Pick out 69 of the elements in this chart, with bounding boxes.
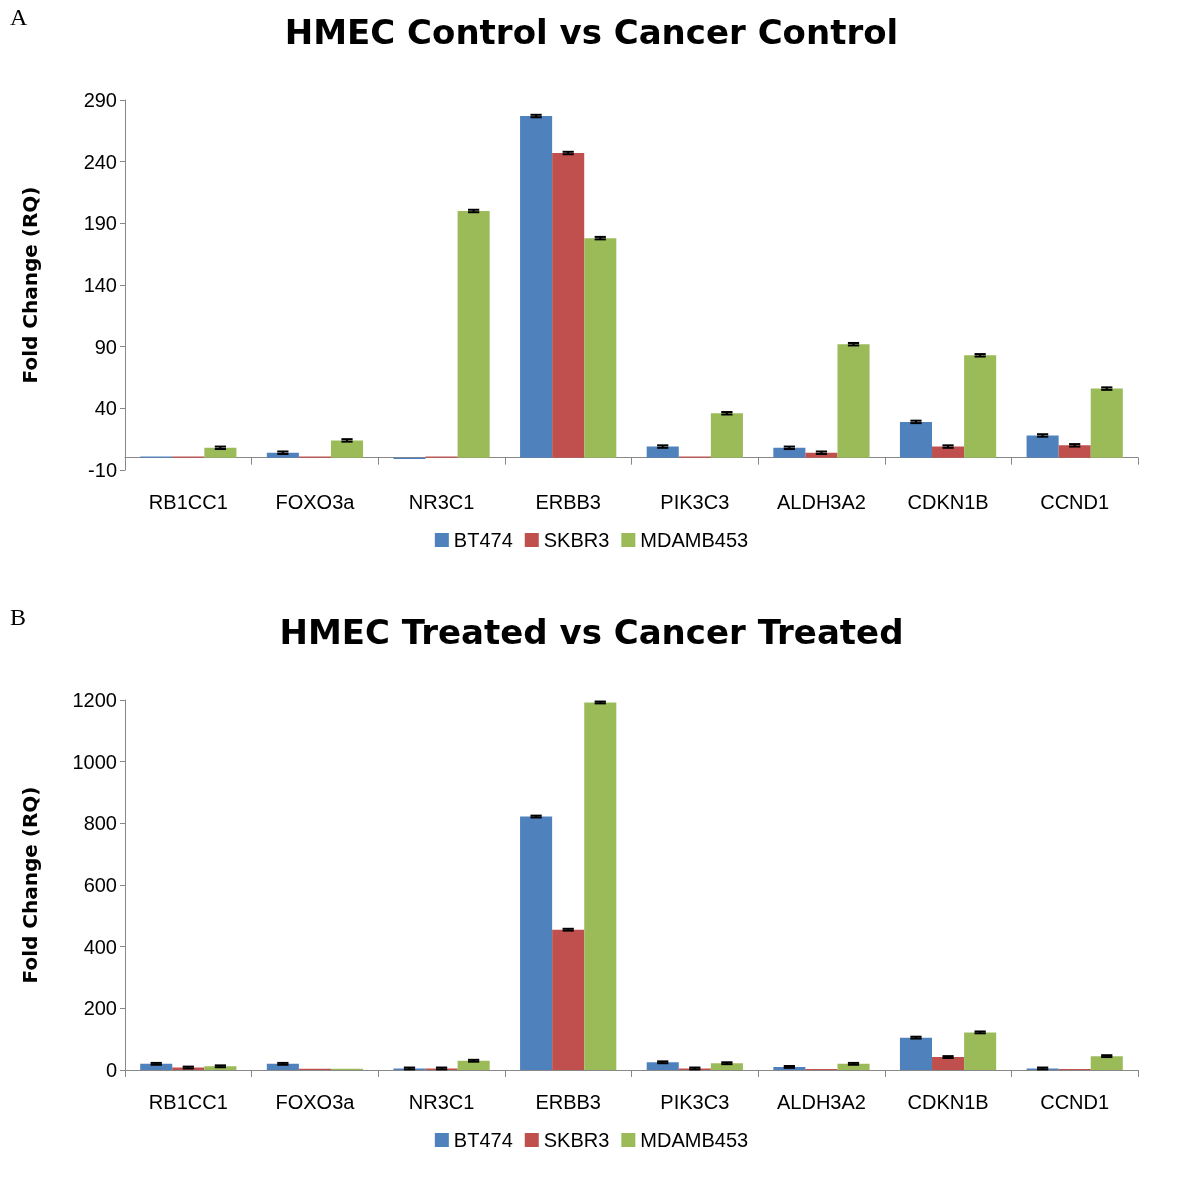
y-tick-label: 400 [83,935,117,958]
bar [899,1037,933,1070]
bar [932,1057,965,1070]
bar [646,446,679,458]
bar [899,421,933,458]
chart-title: HMEC Treated vs Cancer Treated [279,612,904,652]
legend-label: SKBR3 [543,529,610,551]
chart-title: HMEC Control vs Cancer Control [284,12,899,52]
x-tick-label: NR3C1 [408,1091,475,1113]
bar [1090,388,1123,458]
bar [552,929,585,1070]
bar [837,1063,870,1070]
bar [710,413,743,458]
bar [1090,1056,1123,1070]
x-tick-label: ALDH3A2 [776,491,866,513]
x-tick-label: ERBB3 [535,1091,601,1113]
legend-label: BT474 [453,1129,513,1151]
bar [584,702,617,1070]
x-tick-label: PIK3C3 [660,491,730,513]
bar [964,355,997,458]
x-tick-label: ERBB3 [535,491,601,513]
bar [330,440,364,458]
y-tick-label: 90 [94,335,117,358]
bar [1058,445,1091,458]
bar [520,816,553,1070]
x-tick-label: FOXO3a [275,491,356,513]
y-tick-label: 1200 [72,689,117,711]
y-tick-label: 240 [83,150,117,173]
legend-label: SKBR3 [543,1129,610,1151]
x-tick-label: FOXO3a [275,1091,356,1113]
bar [457,211,490,458]
x-tick-label: ALDH3A2 [776,1091,866,1113]
text: B [10,604,27,630]
x-tick-label: NR3C1 [408,491,475,513]
bar [1026,435,1059,458]
legend-label: MDAMB453 [640,529,749,551]
y-tick-label: 190 [83,212,117,235]
bar [646,1062,679,1070]
legend-label: MDAMB453 [640,1129,749,1151]
x-tick-label: RB1CC1 [148,491,228,513]
bar [773,447,806,458]
y-tick-label: 600 [83,874,117,896]
y-tick-label: 200 [83,997,117,1020]
y-axis-title: Fold Change (RQ) [18,186,42,384]
y-tick-label: 40 [94,397,117,420]
y-tick-label: -10 [88,459,117,481]
x-tick-label: RB1CC1 [148,1091,228,1113]
bar [140,1063,173,1070]
bar [584,238,617,458]
legend-label: BT474 [453,529,513,551]
y-tick-label: 800 [83,812,117,835]
x-tick-label: CDKN1B [907,491,989,513]
bar [932,446,965,458]
y-axis-title: Fold Change (RQ) [18,786,42,984]
bar [837,344,870,458]
bar [964,1032,997,1070]
bar [520,116,553,458]
text: A [10,4,28,30]
y-tick-label: 290 [83,89,117,111]
x-tick-label: PIK3C3 [660,1091,730,1113]
y-tick-label: 1000 [72,750,117,773]
bar [457,1060,490,1070]
bar [552,153,585,458]
y-tick-label: 140 [83,274,117,296]
x-tick-label: CCND1 [1040,1091,1110,1113]
x-tick-label: CCND1 [1040,491,1110,513]
x-tick-label: CDKN1B [907,1091,989,1113]
bar [204,447,237,458]
y-tick-label: 0 [105,1059,117,1081]
